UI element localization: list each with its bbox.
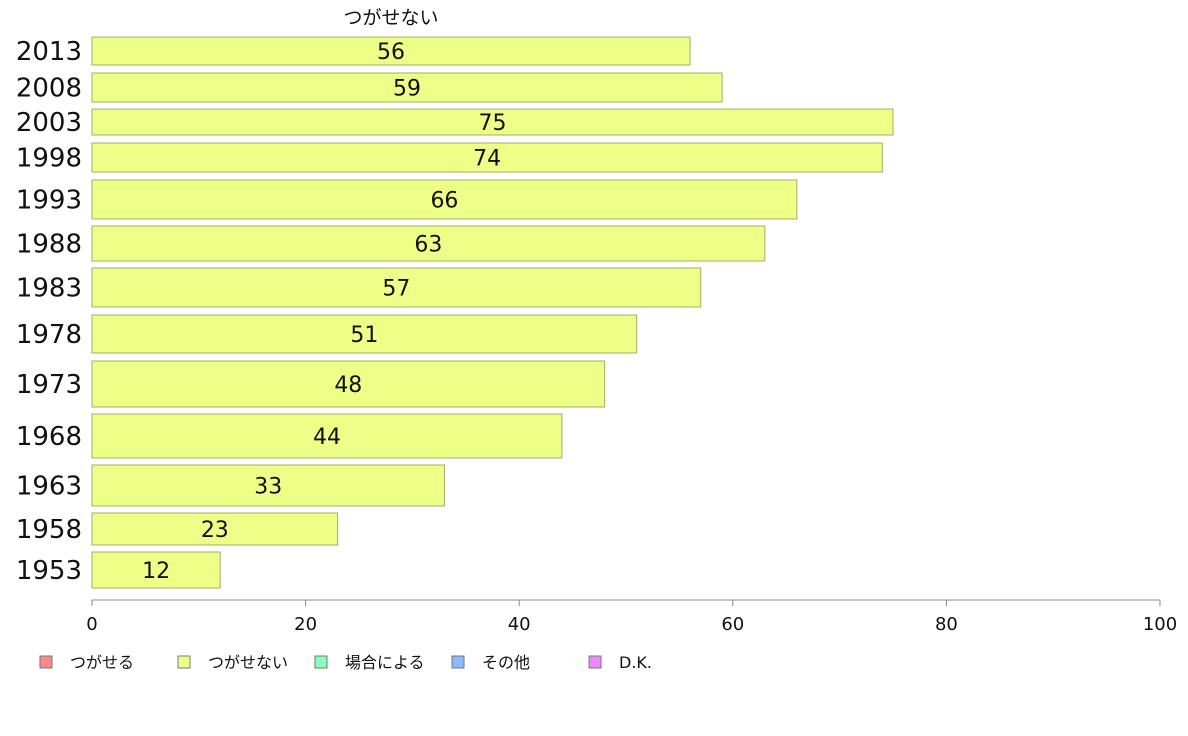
category-label: 2008: [16, 74, 82, 104]
bar: [91, 108, 894, 136]
legend-swatch: [451, 655, 465, 669]
legend-swatch: [39, 655, 53, 669]
data-label: 75: [479, 111, 507, 136]
bar: [91, 179, 798, 220]
legend-label: D.K.: [619, 653, 652, 672]
series-header: つがせない: [343, 7, 438, 29]
category-label: 1958: [16, 515, 82, 545]
legend-label: つがせる: [70, 653, 134, 672]
category-label: 1973: [16, 370, 82, 400]
category-label: 1993: [16, 186, 82, 216]
category-label: 1998: [16, 144, 82, 174]
bar: [91, 72, 723, 103]
data-label: 48: [334, 373, 362, 398]
legend-swatch: [177, 655, 191, 669]
x-tick-label: 80: [935, 614, 958, 635]
data-label: 63: [414, 233, 442, 258]
category-label: 1953: [16, 556, 82, 586]
category-label: 1988: [16, 230, 82, 260]
x-tick-label: 100: [1143, 614, 1177, 635]
category-label: 2003: [16, 108, 82, 138]
legend-swatch: [314, 655, 328, 669]
bar: [91, 225, 766, 262]
data-label: 23: [201, 518, 229, 543]
x-tick-label: 60: [721, 614, 744, 635]
data-label: 12: [142, 559, 170, 584]
category-label: 1968: [16, 422, 82, 452]
legend: つがせる つがせない 場合による その他 D.K.: [39, 653, 652, 672]
bar: [91, 267, 702, 308]
x-tick-label: 40: [508, 614, 531, 635]
bar: [91, 413, 563, 459]
data-label: 56: [377, 40, 405, 65]
legend-label: つがせない: [208, 653, 288, 672]
legend-label: その他: [482, 653, 530, 672]
x-axis: 0 20 40 60 80 100: [86, 599, 1177, 635]
x-tick-label: 0: [86, 614, 97, 635]
x-tick-label: 20: [294, 614, 317, 635]
data-label: 51: [350, 323, 378, 348]
data-label: 66: [430, 189, 458, 214]
data-label: 33: [254, 475, 282, 500]
category-label: 2013: [16, 37, 82, 67]
bar: [91, 314, 638, 354]
bars-group: 2013 56 2008 59 2003 75 1998 74 1993 66 1988 63 1983…: [16, 36, 894, 589]
bar: [91, 36, 691, 66]
category-label: 1978: [16, 320, 82, 350]
category-label: 1963: [16, 472, 82, 502]
bar: [91, 142, 883, 173]
data-label: 44: [313, 425, 341, 450]
bar: [91, 464, 445, 507]
legend-swatch: [588, 655, 602, 669]
data-label: 74: [473, 147, 501, 172]
category-label: 1983: [16, 274, 82, 304]
data-label: 57: [382, 277, 410, 302]
bar: [91, 512, 339, 546]
bar: [91, 551, 221, 589]
bar: [91, 360, 606, 408]
legend-label: 場合による: [345, 653, 425, 672]
data-label: 59: [393, 77, 421, 102]
